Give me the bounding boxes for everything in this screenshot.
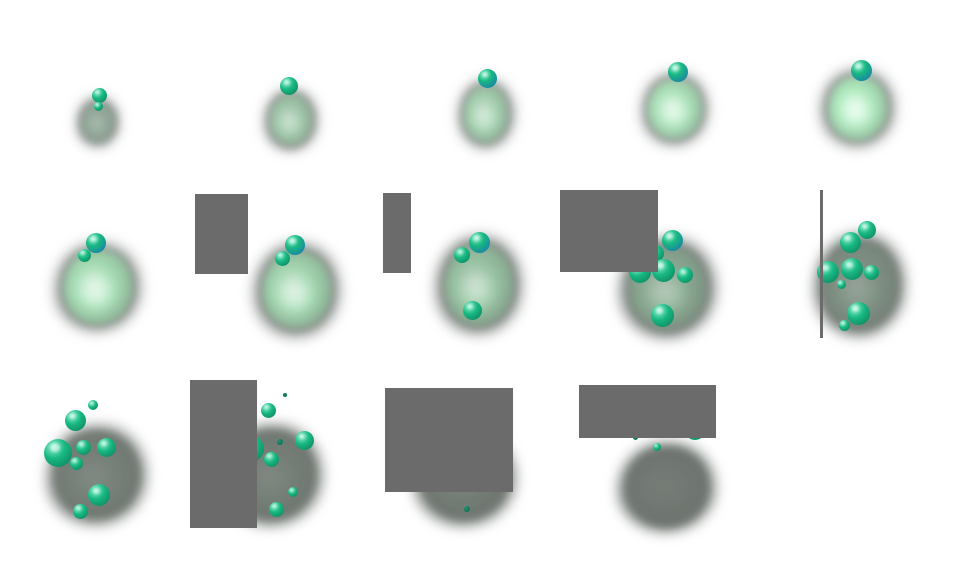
vesicle-sphere: [863, 264, 879, 280]
cell-panel-r2c1: [40, 225, 170, 355]
vesicle-sphere: [86, 233, 106, 253]
occlusion-mask: [383, 193, 411, 273]
vesicle-sphere: [260, 402, 276, 418]
vesicle-sphere: [858, 221, 876, 239]
vesicle-sphere: [283, 393, 287, 397]
cell-panel-r2c2: [195, 190, 385, 355]
gfp-bright-core: [839, 97, 873, 129]
cell-panel-r3c3: [375, 378, 535, 530]
vesicle-sphere: [277, 439, 283, 445]
vesicle-sphere: [96, 437, 116, 457]
vesicle-sphere: [72, 503, 88, 519]
cell-cytoplasm: [625, 447, 709, 527]
vesicle-sphere: [288, 487, 298, 497]
gfp-bright-core: [87, 115, 107, 136]
vesicle-sphere: [677, 267, 693, 283]
occlusion-mask: [385, 388, 513, 492]
vesicle-sphere: [836, 279, 846, 289]
vesicle-sphere: [846, 301, 870, 325]
vesicle-sphere: [77, 248, 91, 262]
vesicle-sphere: [653, 443, 661, 451]
vesicle-sphere: [462, 300, 482, 320]
cell-panel-r1c4: [625, 52, 745, 172]
vesicle-sphere: [850, 59, 872, 81]
vesicle-sphere: [650, 303, 674, 327]
cell-panel-r1c5: [805, 50, 930, 175]
vesicle-sphere: [294, 430, 314, 450]
vesicle-sphere: [661, 229, 683, 251]
cell-panel-r1c3: [440, 56, 555, 171]
vesicle-sphere: [280, 77, 298, 95]
cell-panel-r2c4: [560, 190, 770, 355]
vesicle-sphere: [75, 439, 91, 455]
gfp-bright-core: [276, 277, 315, 316]
vesicle-sphere: [93, 101, 103, 111]
occlusion-mask: [195, 194, 248, 274]
vesicle-sphere: [839, 231, 861, 253]
cell-panel-r3c2: [190, 380, 345, 535]
vesicle-sphere: [88, 484, 110, 506]
vesicle-sphere: [841, 258, 863, 280]
vesicle-sphere: [668, 62, 688, 82]
occlusion-mask: [560, 190, 658, 272]
vesicle-sphere: [274, 250, 290, 266]
vesicle-sphere: [268, 501, 284, 517]
gfp-bright-core: [472, 104, 498, 133]
vesicle-sphere: [88, 400, 98, 410]
cell-panel-r2c3: [383, 190, 575, 355]
occlusion-mask: [190, 380, 257, 528]
vesicle-sphere: [44, 439, 72, 467]
cell-panel-r3c4: [565, 385, 730, 534]
cell-panel-r2c5: [805, 185, 955, 355]
gfp-bright-core: [658, 99, 689, 129]
occlusion-bar: [820, 190, 823, 338]
vesicle-sphere: [838, 319, 850, 331]
vesicle-sphere: [464, 506, 470, 512]
cell-panel-r1c2: [245, 60, 355, 170]
vesicle-sphere: [477, 68, 497, 88]
vesicle-sphere: [91, 87, 107, 103]
gfp-bright-core: [77, 275, 116, 311]
vesicle-sphere: [454, 247, 470, 263]
occlusion-mask: [579, 385, 716, 438]
vesicle-sphere: [64, 409, 86, 431]
cell-panel-r3c1: [35, 385, 180, 535]
vesicle-sphere: [69, 456, 83, 470]
vesicle-sphere: [468, 231, 490, 253]
cell-panel-r1c1: [52, 60, 162, 170]
vesicle-sphere: [285, 235, 305, 255]
vesicle-sphere: [263, 451, 279, 467]
gfp-bright-core: [277, 111, 302, 137]
